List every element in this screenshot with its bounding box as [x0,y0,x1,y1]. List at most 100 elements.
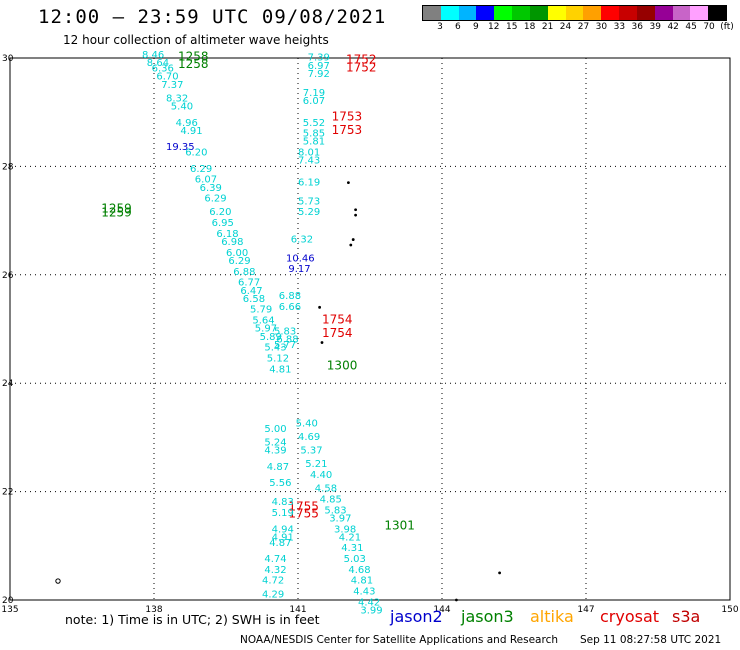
legend-swatch [440,6,459,20]
data-label: 5.40 [296,419,318,430]
data-label: 5.24 [264,438,286,449]
data-label: 4.91 [272,532,294,543]
data-label: 1754 [322,313,353,327]
data-label: 4.21 [339,532,361,543]
data-label: 4.31 [341,543,363,554]
data-label: 8.32 [166,93,188,104]
data-label: 5.85 [303,129,325,140]
data-label: 7.19 [303,88,325,99]
legend-swatch [672,6,691,20]
legend-label: 36 [631,22,644,32]
data-label: 4.29 [262,589,284,600]
island-marker [354,213,357,217]
data-label: 5.64 [252,316,274,327]
data-label: 6.88 [276,335,298,346]
data-label: 6.47 [240,286,262,297]
data-label: 5.83 [324,505,346,516]
data-label: 6.88 [233,267,255,278]
data-label: 6.20 [209,207,231,218]
legend-label: 21 [541,22,554,32]
data-label: 1755 [288,500,319,514]
data-label: 4.87 [269,538,291,549]
data-label: 6.88 [279,291,301,302]
legend-label: 30 [595,22,608,32]
legend-label: 6 [455,22,461,32]
legend-label: 45 [685,22,697,32]
page-title: 12:00 – 23:59 UTC 09/08/2021 [38,6,387,28]
data-label: 4.81 [351,576,373,587]
data-label: 5.97 [255,324,277,335]
mission-label-s3a: s3a [672,607,701,626]
y-tick-label: 22 [2,488,13,498]
legend-swatch [458,6,477,20]
legend-label: 12 [488,22,500,32]
data-label: 6.29 [204,194,226,205]
island-marker [320,341,324,344]
data-label: 6.39 [200,183,222,194]
data-label: 6.19 [298,177,320,188]
data-label: 5.73 [298,196,320,207]
mission-label-altika: altika [530,607,574,626]
data-label: 1300 [327,359,358,373]
data-label: 6.29 [228,256,250,267]
data-label: 5.29 [298,207,320,218]
legend-swatches [422,5,727,21]
data-label: 5.52 [303,118,325,129]
data-label: 6.00 [226,248,248,259]
data-label: 7.43 [298,156,320,167]
x-tick-label: 147 [577,605,594,615]
legend-label: 3 [437,22,443,32]
data-label: 4.87 [267,462,289,473]
legend-swatch [547,6,566,20]
data-label: 3.97 [329,513,351,524]
legend-label: 15 [505,22,518,32]
y-tick-label: 26 [2,271,14,281]
data-label: 5.79 [250,305,272,316]
data-label: 5.40 [171,101,193,112]
data-label: 4.58 [315,484,337,495]
data-label: 5.77 [274,340,296,351]
data-label: 5.56 [269,478,291,489]
data-label: 4.96 [176,118,198,129]
map-frame [9,57,731,601]
legend-swatch [690,6,709,20]
data-label: 7.39 [308,53,330,64]
legend-swatch [529,6,548,20]
legend-label: (ft) [720,22,734,32]
legend-swatch [565,6,584,20]
legend-swatch [654,6,673,20]
data-label: 4.81 [269,364,291,375]
data-label: 1259 [101,201,132,215]
data-label: 1753 [332,109,363,123]
legend-label: 24 [559,22,572,32]
data-label: 1753 [332,123,363,137]
y-tick-label: 20 [2,596,14,606]
legend-swatch [583,6,602,20]
legend-label: 27 [577,22,590,32]
x-tick-label: 144 [433,605,450,615]
legend-swatch [476,6,495,20]
data-label: 1755 [288,507,319,521]
y-tick-label: 28 [2,162,14,172]
mission-label-jason2: jason2 [390,607,443,626]
x-tick-label: 135 [1,605,18,615]
data-label: 4.72 [262,576,284,587]
x-tick-label: 150 [721,605,738,615]
data-label: 5.12 [267,354,289,365]
timestamp-text: Sep 11 08:27:58 UTC 2021 [580,634,722,646]
data-label: 6.07 [195,175,217,186]
data-label: 6.98 [221,237,243,248]
page-subtitle: 12 hour collection of altimeter wave hei… [63,33,329,47]
y-tick-label: 30 [2,54,14,64]
data-label: 6.07 [303,96,325,107]
data-label: 4.39 [264,446,286,457]
data-label: 6.36 [152,64,174,75]
data-label: 4.74 [264,554,286,565]
data-label: 8.01 [298,148,320,159]
legend-label: 70 [703,22,715,32]
color-legend: 3 6 9 12 15 18 21 24 27 30 33 36 39 42 45 70 (ft) [422,5,734,33]
data-label: 4.83 [272,497,294,508]
data-label: 6.32 [291,234,313,245]
data-label: 7.37 [161,80,183,91]
legend-label: 42 [667,22,679,32]
